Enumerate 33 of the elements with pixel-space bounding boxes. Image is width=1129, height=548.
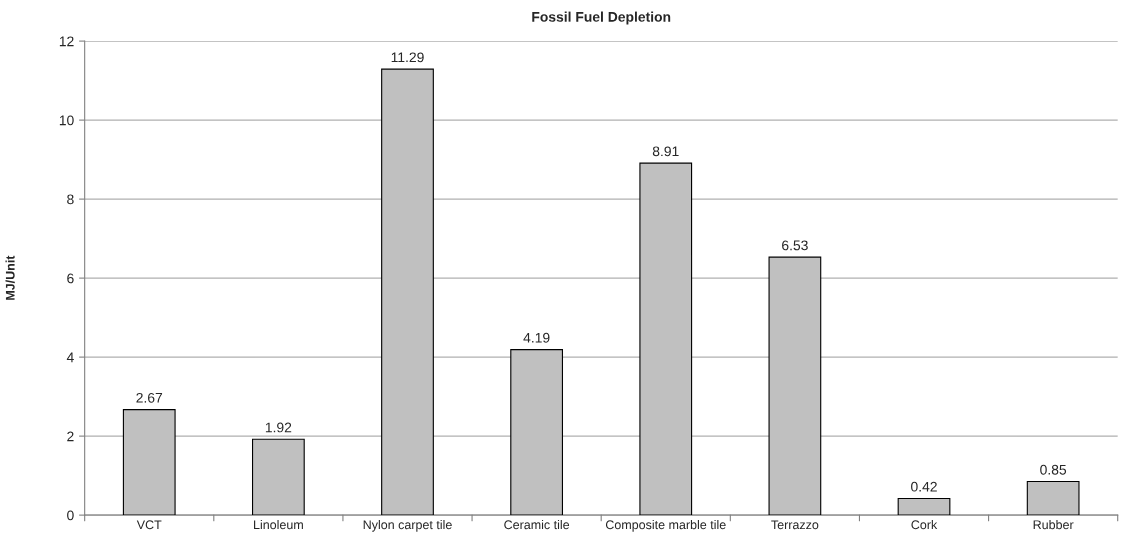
y-tick-label: 10	[59, 115, 74, 126]
bar	[122, 409, 176, 516]
bar	[510, 349, 564, 516]
y-tick-label: 0	[67, 510, 74, 521]
bar	[1026, 480, 1080, 516]
chart-title: Fossil Fuel Depletion	[532, 11, 671, 25]
bar	[639, 162, 693, 516]
data-label: 0.42	[911, 481, 937, 492]
x-tick-label: Nylon carpet tile	[363, 519, 452, 532]
bar	[897, 497, 951, 516]
bar	[768, 256, 822, 516]
x-tick-label: Composite marble tile	[605, 519, 726, 532]
x-tick-label: Terrazzo	[771, 520, 819, 530]
x-tick-label: Rubber	[1033, 519, 1074, 530]
data-label: 8.91	[652, 146, 679, 157]
data-label: 11.29	[391, 52, 424, 63]
bar	[381, 68, 434, 516]
data-label: 0.85	[1040, 464, 1067, 475]
y-tick-label: 6	[67, 273, 74, 284]
data-label: 2.67	[136, 392, 163, 403]
x-tick-label: Cork	[911, 519, 938, 530]
y-tick-label: 4	[66, 352, 74, 363]
x-tick-label: Ceramic tile	[504, 519, 570, 530]
data-label: 4.19	[523, 332, 550, 343]
y-tick-label: 2	[67, 431, 74, 442]
bar	[251, 438, 305, 516]
y-axis-title: MJ/Unit	[5, 255, 15, 300]
y-tick-label: 8	[67, 194, 74, 205]
data-label: 6.53	[782, 240, 808, 251]
x-tick-label: VCT	[136, 520, 162, 530]
y-tick-label: 12	[59, 36, 74, 47]
x-tick-label: Linoleum	[254, 519, 303, 530]
data-label: 1.92	[265, 422, 292, 433]
